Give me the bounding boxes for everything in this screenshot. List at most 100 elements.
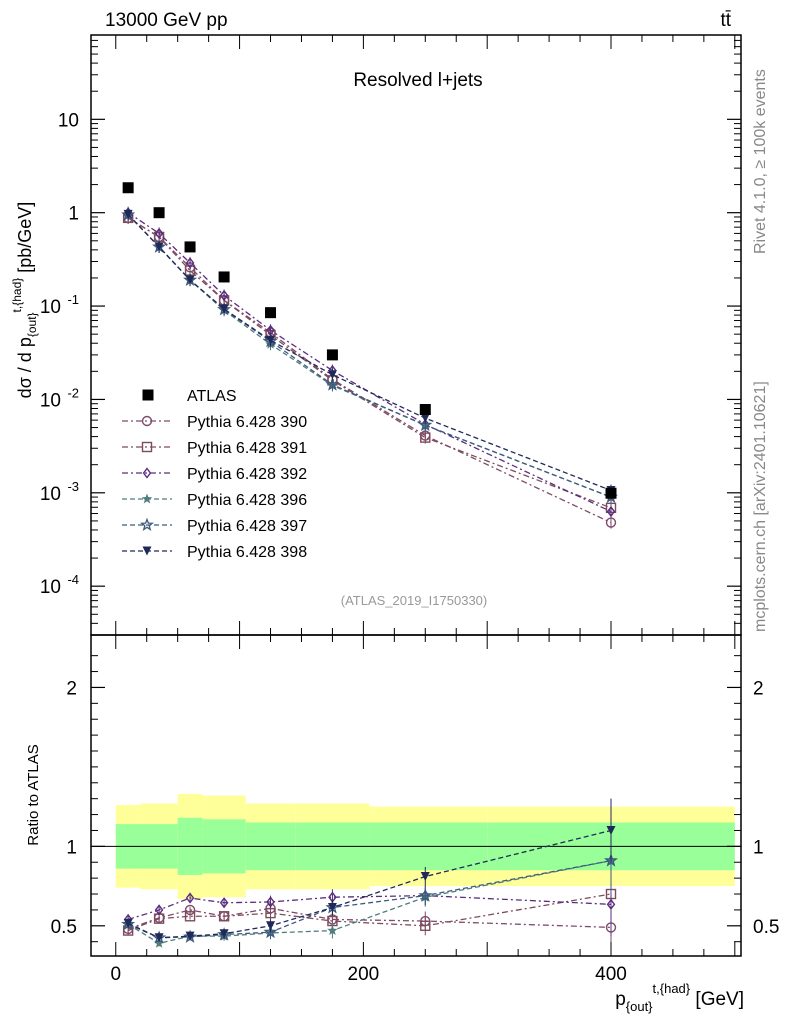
watermark: (ATLAS_2019_I1750330): [341, 593, 487, 608]
main-ytick-label: 1: [68, 204, 79, 225]
ratio-series-point: [265, 907, 276, 919]
main-series-point: [185, 275, 195, 285]
main-series-point: [219, 289, 229, 302]
legend-label: Pythia 6.428 398: [187, 544, 307, 561]
mcplots-reference-text: mcplots.cern.ch [arXiv:2401.10621]: [752, 381, 769, 632]
main-series-point: [606, 505, 616, 518]
main-series-point: [219, 304, 229, 314]
atlas-point: [419, 404, 431, 416]
atlas-point: [265, 307, 277, 319]
ratio-xtick-label: 0: [110, 964, 121, 985]
ratio-series-point: [154, 933, 164, 943]
main-ytick-label: 10: [40, 390, 61, 411]
legend-label: Pythia 6.428 396: [187, 492, 307, 509]
atlas-point: [326, 349, 338, 361]
main-series-point: [327, 370, 337, 380]
main-series-point: [420, 413, 430, 423]
ratio-series-point: [219, 929, 229, 939]
ratio-series-1: [122, 895, 617, 956]
header-left: 13000 GeV pp: [105, 10, 228, 31]
legend-marker-atlas: [142, 389, 154, 401]
main-ylabel: dσ / d p{out}t,{had} [pb/GeV]: [10, 202, 39, 399]
ratio-series-point: [153, 937, 165, 948]
main-series-point: [325, 377, 340, 391]
ratio-series-point: [266, 896, 275, 908]
atlas-point: [605, 487, 617, 499]
atlas-point: [218, 271, 230, 283]
main-ytick-exponent: -2: [67, 385, 79, 400]
ratio-ytick-label: 0.5: [51, 917, 77, 938]
ratio-series-line: [127, 907, 612, 930]
main-ytick-label: 10: [40, 297, 61, 318]
ratio-series-point: [185, 892, 195, 904]
ratio-frame: [90, 634, 742, 957]
main-series-line: [127, 212, 612, 513]
main-series-point: [266, 335, 276, 345]
main-series-point: [123, 209, 133, 219]
ratio-ytick-label-right: 0.5: [753, 917, 779, 938]
ratio-series-point: [606, 898, 616, 911]
ratio-series-point: [263, 924, 278, 939]
ratio-series-point: [327, 903, 337, 913]
legend: ATLAS Pythia 6.428 390 Pythia 6.428 391 Pyt…: [122, 388, 307, 561]
ratio-xtick-label: 400: [595, 964, 627, 985]
ratio-axis-ticks: 2 2 1 1 0.5 0.5 0 200 400: [51, 635, 779, 985]
main-plot-area: [121, 182, 619, 529]
atlas-point: [122, 182, 134, 194]
main-ytick-label: 10: [58, 110, 79, 131]
main-ytick-exponent: -3: [67, 479, 79, 494]
main-ytick-label: 10: [40, 577, 61, 598]
ratio-series-point: [185, 931, 195, 941]
legend-label: Pythia 6.428 397: [187, 518, 307, 535]
rivet-version-text: Rivet 4.1.0, ≥ 100k events: [752, 69, 769, 254]
legend-marker: [141, 441, 153, 453]
ratio-series-6: [123, 798, 616, 943]
ratio-series-point: [184, 911, 196, 922]
main-series-line: [127, 213, 612, 492]
legend-marker: [141, 415, 153, 427]
ratio-series-line: [127, 829, 612, 939]
main-series-point: [154, 227, 164, 240]
legend-marker: [142, 467, 152, 479]
main-title: Resolved l+jets: [353, 70, 482, 91]
main-series-point: [185, 257, 195, 269]
main-ytick-label: 10: [40, 484, 61, 505]
ratio-series-line: [127, 894, 612, 921]
ratio-series-point: [218, 911, 230, 922]
main-series-line: [127, 217, 612, 509]
ratio-plot-area: [91, 793, 741, 956]
atlas-point: [153, 207, 165, 219]
main-panel: 10 1 10 -1 10 -2 10 -3 10 -4 Resolved l+jets (ATL…: [10, 34, 742, 636]
ratio-xlabel: p{out}t,{had} [GeV]: [615, 981, 744, 1014]
legend-label: Pythia 6.428 391: [187, 440, 307, 457]
legend-marker: [141, 493, 153, 504]
main-series-point: [418, 417, 433, 432]
ratio-ytick-label-right: 2: [753, 678, 764, 699]
ratio-series-point: [154, 904, 164, 916]
ratio-series-point: [420, 872, 430, 882]
ratio-series-point: [603, 853, 619, 867]
legend-label-atlas: ATLAS: [187, 388, 237, 405]
ratio-ytick-label: 1: [66, 837, 77, 858]
ratio-series-point: [266, 921, 276, 931]
main-axis-ticks: 10 1 10 -1 10 -2 10 -3 10 -4: [40, 34, 741, 636]
main-data-atlas: [122, 182, 617, 499]
ratio-series-point: [219, 897, 229, 909]
main-ytick-exponent: -1: [67, 292, 79, 307]
main-series-5: [121, 207, 619, 504]
ratio-ylabel: Ratio to ATLAS: [25, 744, 42, 845]
ratio-series-line: [127, 860, 612, 939]
legend-marker: [139, 517, 155, 531]
ratio-series-point: [418, 888, 433, 902]
header-right: tt̄: [720, 10, 731, 31]
ratio-ytick-label: 2: [66, 678, 77, 699]
main-series-4: [122, 208, 617, 504]
ratio-series-point: [327, 925, 338, 936]
ratio-ytick-label-right: 1: [753, 837, 764, 858]
ratio-series-line: [127, 860, 612, 944]
legend-label: Pythia 6.428 390: [187, 414, 307, 431]
main-series-point: [605, 517, 617, 528]
ratio-series-point: [123, 918, 133, 928]
ratio-series-point: [420, 920, 431, 932]
